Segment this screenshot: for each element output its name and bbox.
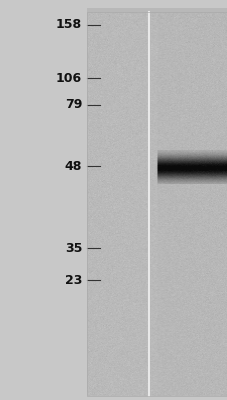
Text: 79: 79 — [64, 98, 82, 111]
Text: 35: 35 — [64, 242, 82, 254]
Text: 158: 158 — [56, 18, 82, 31]
Text: 48: 48 — [64, 160, 82, 172]
Text: 106: 106 — [56, 72, 82, 84]
FancyBboxPatch shape — [86, 8, 227, 396]
Text: 23: 23 — [64, 274, 82, 286]
